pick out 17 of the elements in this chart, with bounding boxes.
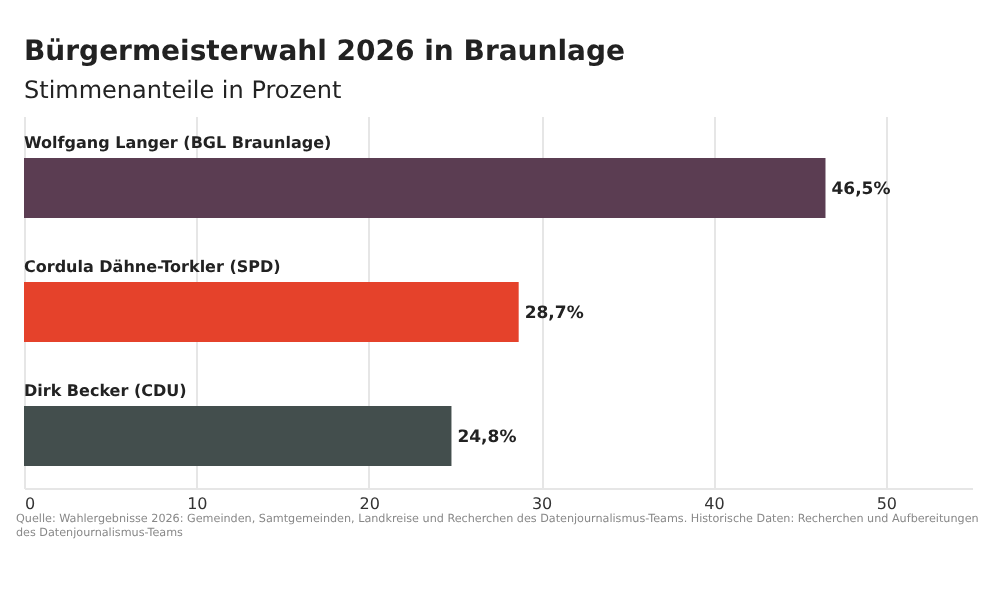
bar — [24, 282, 519, 342]
x-tick-label: 0 — [25, 495, 36, 513]
x-tick-label: 50 — [876, 495, 898, 513]
chart-title: Bürgermeisterwahl 2026 in Braunlage — [24, 36, 625, 68]
y-tick-label: Dirk Becker (CDU) — [24, 382, 187, 400]
data-label: 24,8% — [457, 428, 518, 448]
data-label: 28,7% — [524, 304, 585, 324]
x-tick-label: 30 — [531, 495, 553, 513]
y-tick-label: Wolfgang Langer (BGL Braunlage) — [24, 134, 332, 152]
data-label: 46,5% — [831, 180, 892, 200]
chart-subtitle: Stimmenanteile in Prozent — [24, 76, 342, 104]
x-tick-label: 20 — [359, 495, 380, 513]
x-tick-label: 40 — [704, 495, 725, 513]
x-tick-label: 10 — [187, 495, 208, 513]
bar — [24, 406, 452, 466]
y-tick-label: Cordula Dähne-Torkler (SPD) — [24, 258, 281, 276]
bar — [24, 158, 826, 218]
